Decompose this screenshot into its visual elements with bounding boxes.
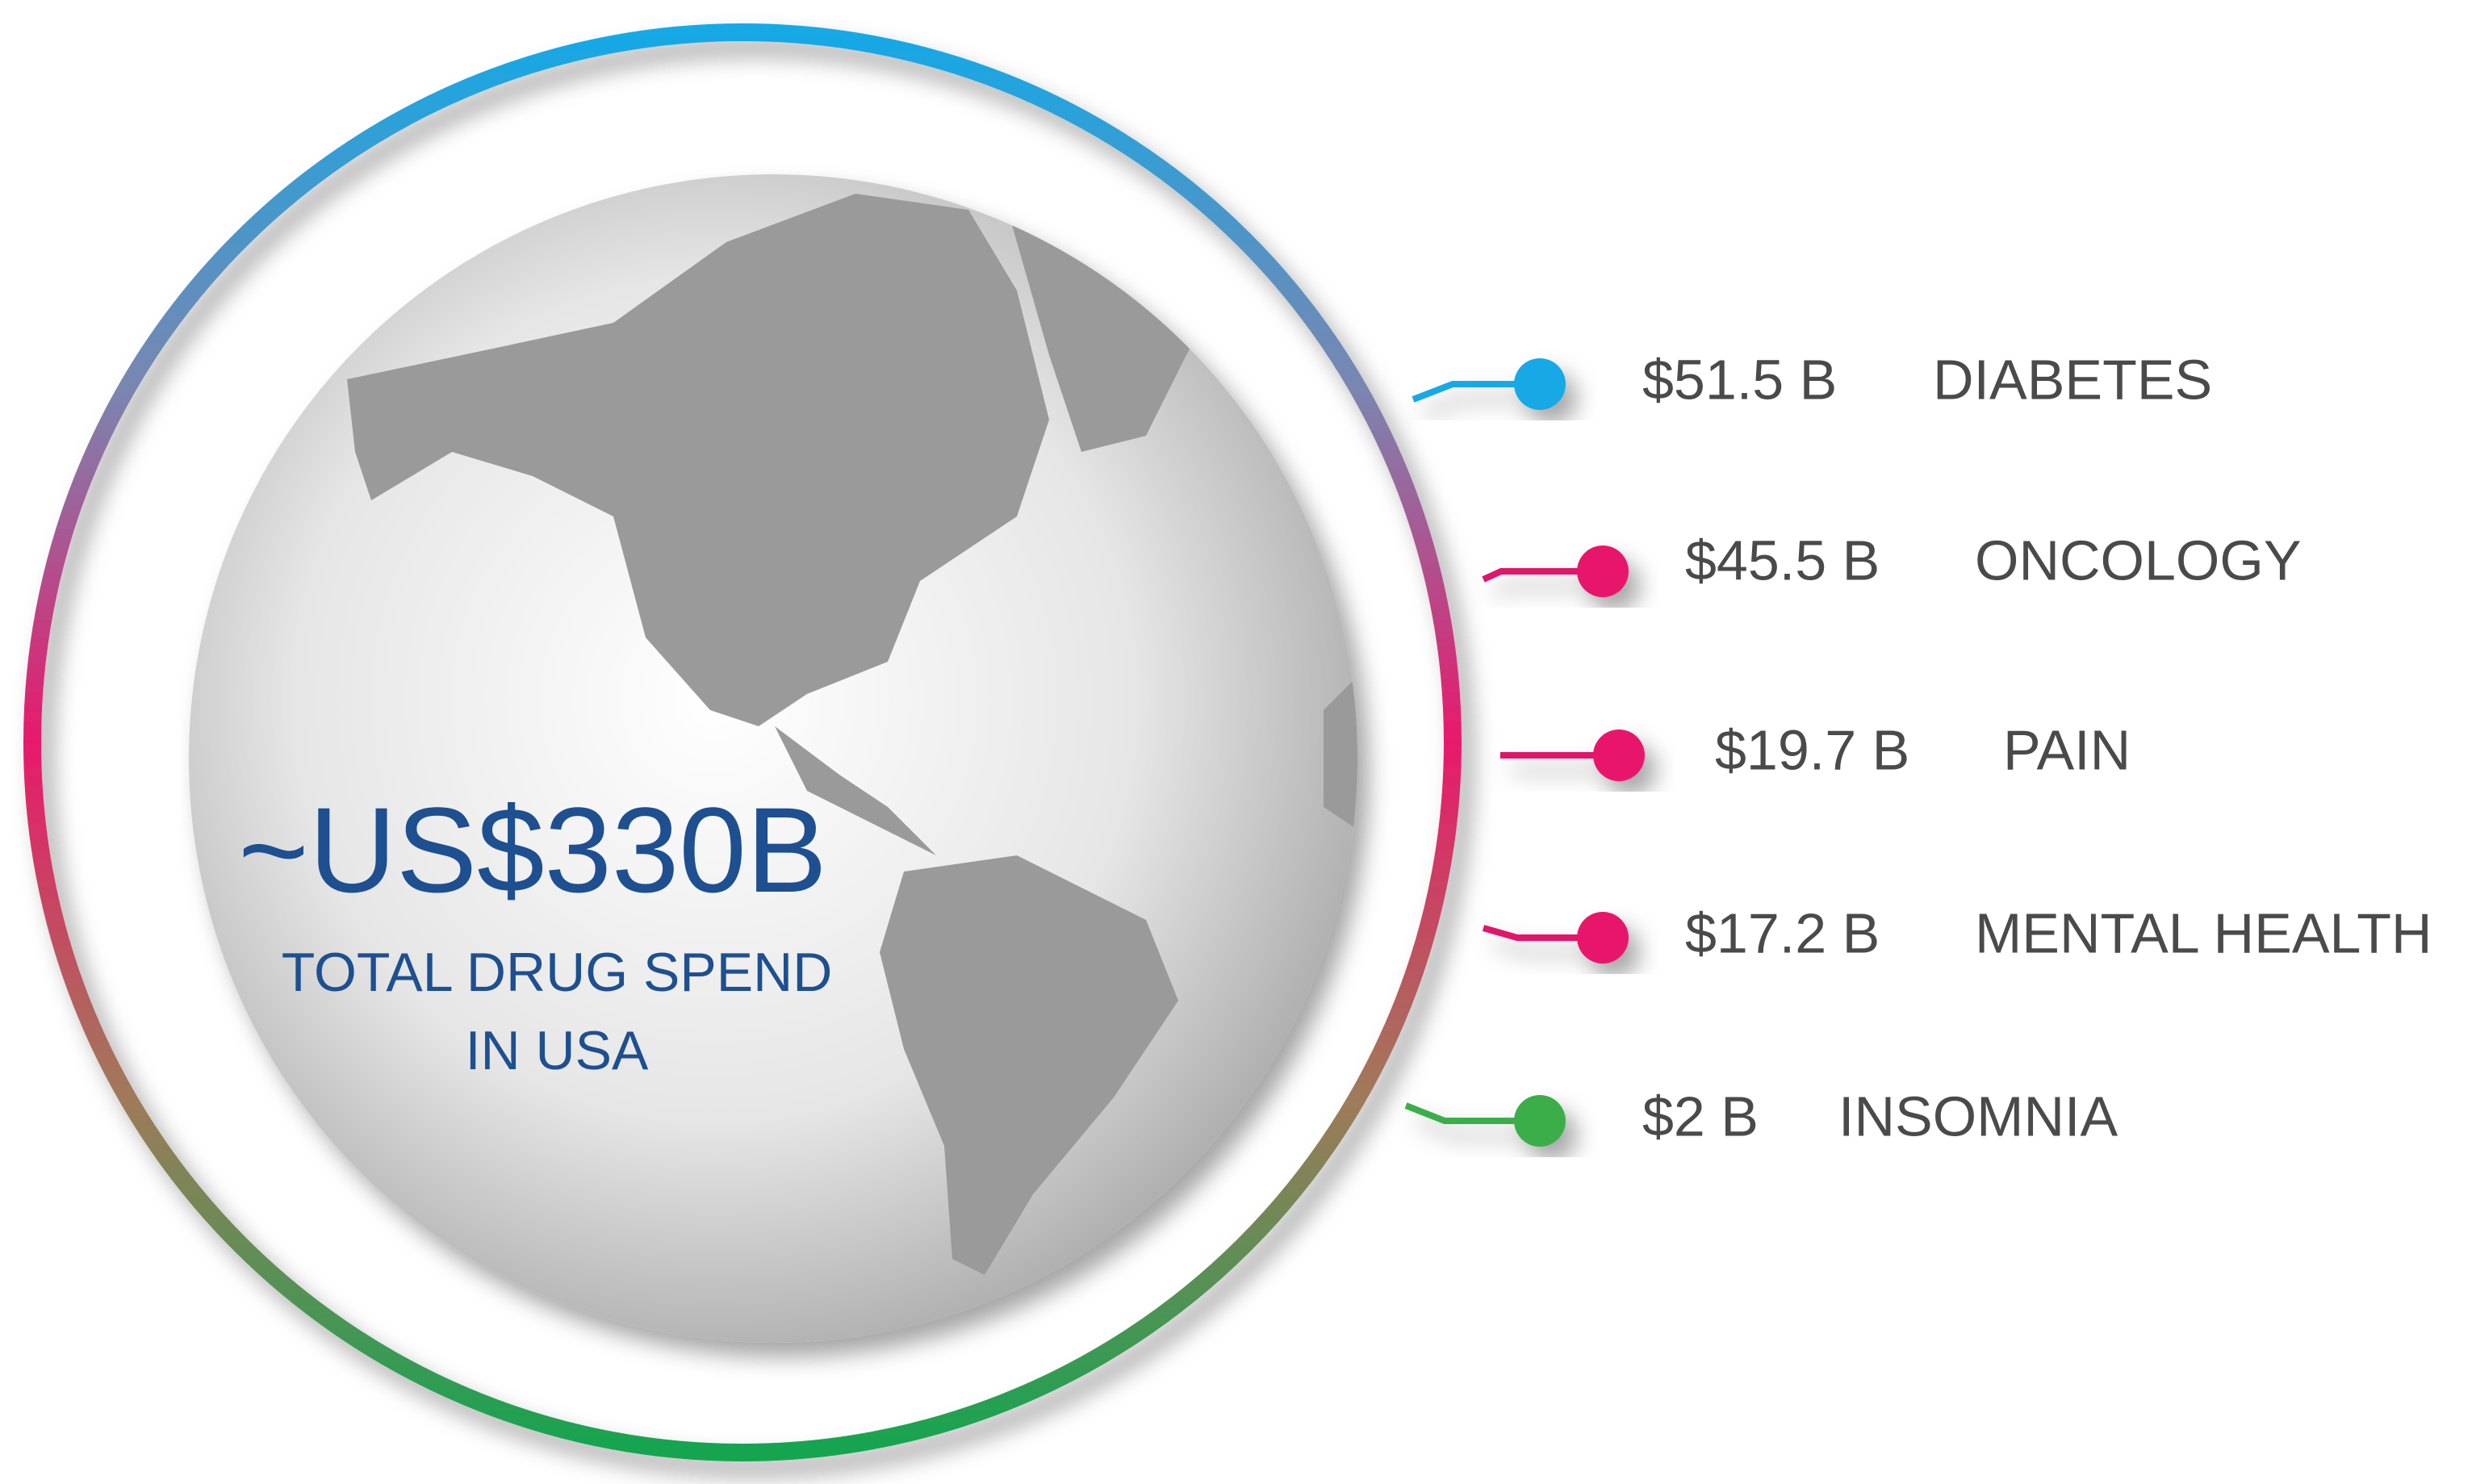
connector bbox=[1412, 381, 1540, 403]
label: ONCOLOGY bbox=[1975, 529, 2302, 592]
dot bbox=[1577, 912, 1629, 964]
dot bbox=[1514, 358, 1566, 410]
connector bbox=[1482, 925, 1603, 941]
connector bbox=[1404, 1102, 1540, 1124]
amount: $51.5 B bbox=[1642, 348, 1837, 411]
item bbox=[1412, 358, 1566, 410]
item bbox=[1482, 546, 1629, 597]
subtitle: IN USA bbox=[466, 1020, 649, 1081]
item bbox=[1482, 912, 1629, 964]
label: PAIN bbox=[2003, 718, 2131, 781]
dot bbox=[1593, 729, 1645, 781]
subtitle: TOTAL DRUG SPEND bbox=[282, 942, 833, 1003]
continents bbox=[347, 186, 1357, 1275]
amount: $2 B bbox=[1642, 1085, 1759, 1147]
label: MENTAL HEALTH bbox=[1975, 901, 2432, 964]
item bbox=[1500, 729, 1645, 781]
amount: $17.2 B bbox=[1685, 901, 1880, 964]
dot bbox=[1577, 546, 1629, 597]
dot bbox=[1514, 1095, 1566, 1147]
label: INSOMNIA bbox=[1838, 1085, 2118, 1147]
item bbox=[1404, 1095, 1566, 1147]
label: DIABETES bbox=[1933, 348, 2212, 411]
connector bbox=[1482, 568, 1603, 583]
ring bbox=[23, 23, 1462, 1461]
headline: ~US$330B bbox=[238, 782, 827, 918]
amount: $19.7 B bbox=[1715, 718, 1909, 781]
amount: $45.5 B bbox=[1685, 529, 1880, 592]
